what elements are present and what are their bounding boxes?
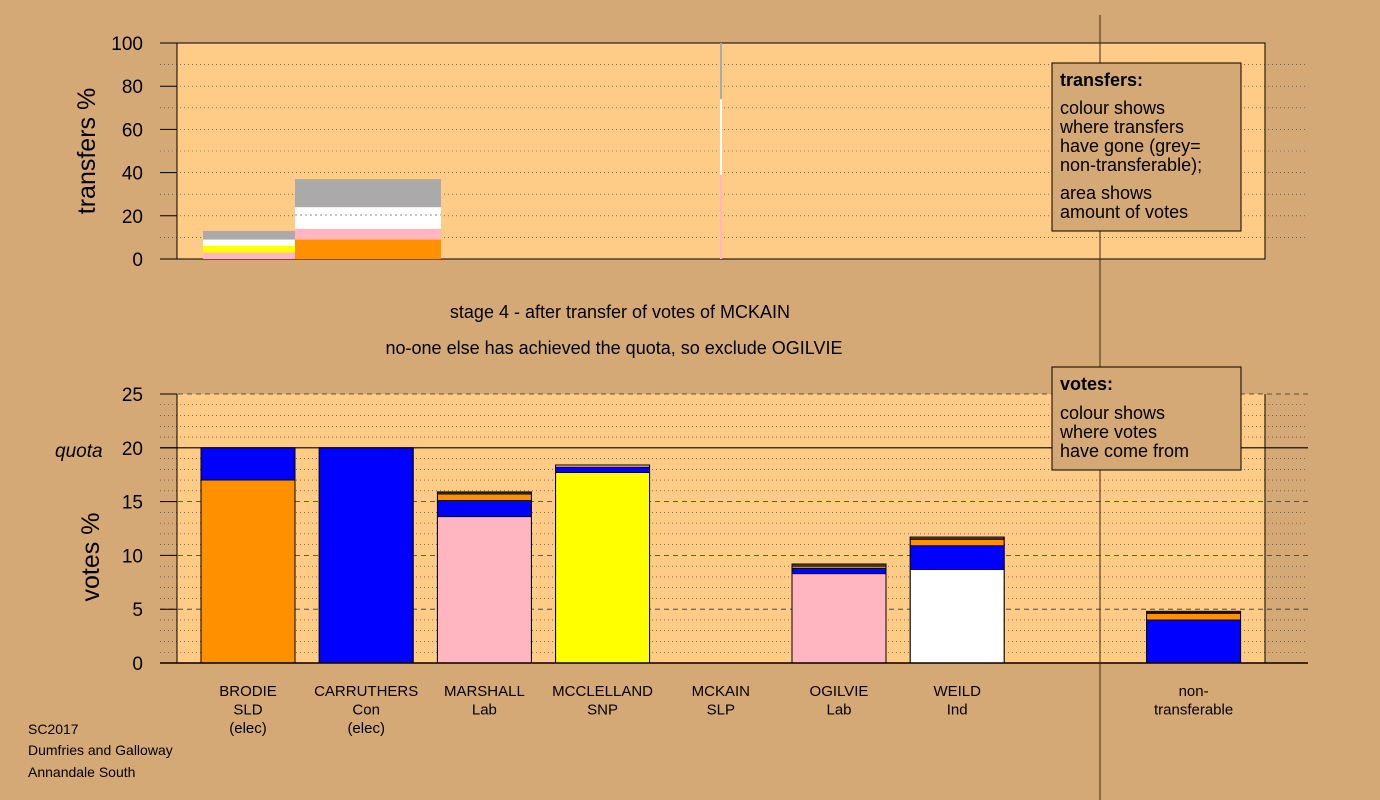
category-label: SLP [707, 702, 735, 719]
transfers-y-ticks: 0 20 40 60 80 100 [111, 34, 177, 271]
transfers-legend-line: amount of votes [1060, 202, 1188, 222]
transfer-segment [203, 230, 295, 240]
vote-segment [436, 516, 532, 664]
vote-segment [791, 573, 887, 664]
category-label: Con [352, 702, 380, 719]
y-tick-label: 25 [122, 385, 143, 406]
transfers-legend-title: transfers: [1060, 70, 1143, 90]
y-tick-label: 15 [122, 493, 143, 514]
credit-line: Annandale South [28, 764, 135, 780]
category-label: MCCLELLAND [552, 683, 653, 700]
transfers-axis-label: transfers % [73, 88, 101, 214]
credit-line: SC2017 [28, 721, 79, 737]
transfers-legend-line: area shows [1060, 183, 1152, 203]
y-tick-label: 80 [122, 77, 143, 98]
transfers-legend-line: non-transferable); [1060, 155, 1202, 175]
transfer-segment [203, 246, 295, 253]
votes-legend-box [1051, 366, 1242, 471]
transfers-bars [203, 43, 722, 259]
y-tick-label: 0 [132, 250, 143, 271]
stage-line-1: stage 4 - after transfer of votes of MCK… [450, 302, 790, 322]
category-label: (elec) [229, 720, 267, 737]
y-tick-label: 60 [122, 120, 143, 141]
transfer-segment [720, 174, 722, 259]
vote-segment [1146, 613, 1241, 621]
transfer-segment [203, 252, 295, 259]
credit-line: Dumfries and Galloway [28, 742, 173, 758]
y-tick-label: 10 [122, 546, 143, 567]
transfer-segment [295, 228, 441, 240]
transfers-legend: transfers: colour shows where transfers … [1051, 62, 1242, 232]
category-label: Ind [947, 702, 968, 719]
transfer-segment [720, 99, 722, 175]
vote-segment [909, 538, 1005, 547]
category-label: transferable [1154, 702, 1233, 719]
transfer-segment [295, 207, 441, 229]
vote-segment [436, 493, 532, 501]
y-tick-label: 0 [132, 654, 143, 675]
vote-segment [909, 568, 1005, 664]
transfer-segment [720, 43, 722, 100]
vote-segment [1146, 619, 1241, 664]
y-tick-label: 20 [122, 207, 143, 228]
votes-category-labels: BRODIESLD(elec)CARRUTHERSCon(elec)MARSHA… [219, 683, 1233, 737]
votes-legend-line: where votes [1059, 422, 1157, 442]
votes-y-ticks: 0 5 10 15 20 25 [122, 385, 177, 675]
y-tick-label: 5 [132, 600, 143, 621]
quota-label: quota [55, 441, 103, 462]
vote-segment [555, 472, 650, 664]
vote-segment [555, 466, 650, 473]
vote-segment [200, 479, 296, 664]
transfers-legend-line: where transfers [1059, 117, 1184, 137]
votes-legend: votes: colour shows where votes have com… [1051, 366, 1242, 471]
vote-segment [909, 545, 1005, 570]
y-tick-label: 100 [111, 34, 143, 55]
vote-segment [200, 447, 296, 481]
category-label: (elec) [347, 720, 385, 737]
category-label: SLD [233, 702, 262, 719]
votes-legend-line: colour shows [1060, 403, 1165, 423]
vote-segment [436, 500, 532, 518]
category-label: MARSHALL [444, 683, 525, 700]
category-label: Lab [472, 702, 497, 719]
transfers-legend-box [1051, 62, 1242, 232]
vote-segment [318, 447, 414, 664]
y-tick-label: 40 [122, 164, 143, 185]
category-label: OGILVIE [810, 683, 869, 700]
votes-bars [160, 447, 1308, 664]
category-label: MCKAIN [692, 683, 750, 700]
transfers-legend-line: colour shows [1060, 98, 1165, 118]
votes-axis-label: votes % [77, 513, 105, 602]
stage-line-2: no-one else has achieved the quota, so e… [386, 338, 843, 358]
transfer-segment [295, 179, 441, 208]
category-label: Lab [826, 702, 851, 719]
transfer-segment [295, 239, 441, 259]
votes-legend-line: have come from [1060, 441, 1189, 461]
transfer-segment [203, 239, 295, 247]
category-label: non- [1179, 683, 1209, 700]
category-label: SNP [587, 702, 618, 719]
votes-legend-title: votes: [1060, 374, 1113, 394]
category-label: CARRUTHERS [314, 683, 418, 700]
category-label: BRODIE [219, 683, 277, 700]
y-tick-label: 20 [122, 439, 143, 460]
transfers-legend-line: have gone (grey= [1060, 136, 1201, 156]
vote-segment [791, 567, 887, 575]
category-label: WEILD [933, 683, 981, 700]
